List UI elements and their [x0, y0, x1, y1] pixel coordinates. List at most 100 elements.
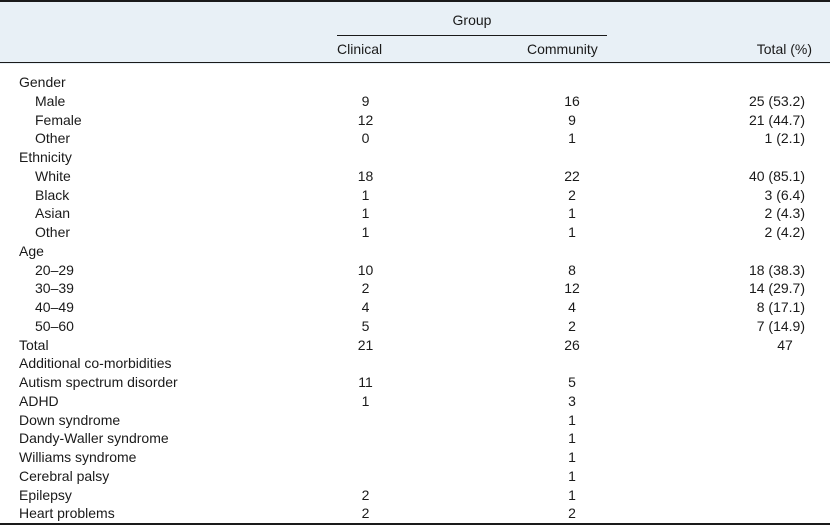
row-label: Williams syndrome: [19, 449, 137, 465]
table-row: Autism spectrum disorder 11 5: [0, 373, 830, 392]
group-divider: [337, 35, 607, 36]
total-cell: 2 (4.2): [764, 224, 805, 240]
table-row: Total 21 26 47: [0, 336, 830, 355]
row-label: Autism spectrum disorder: [19, 374, 178, 390]
community-cell: 22: [564, 167, 580, 184]
row-label: Age: [19, 242, 44, 259]
table-row: 50–60 5 2 7 (14.9): [0, 317, 830, 336]
clinical-cell: 1: [361, 205, 370, 222]
row-label: 50–60: [35, 317, 74, 334]
row-label: Total: [19, 336, 49, 353]
clinical-cell: 2: [361, 486, 370, 503]
table-row: Epilepsy 2 1: [0, 486, 830, 505]
total-cell: 18 (38.3): [748, 261, 805, 278]
row-label: Black: [35, 186, 70, 203]
clinical-cell: 4: [361, 299, 370, 315]
group-heading: Group: [452, 12, 492, 28]
community-cell: 2: [568, 317, 576, 334]
table-row: Ethnicity: [0, 148, 830, 167]
table-row: 40–49 4 4 8 (17.1): [0, 298, 830, 317]
community-cell: 2: [568, 186, 576, 203]
row-label: 40–49: [35, 299, 74, 315]
community-cell: 16: [564, 92, 580, 109]
table-row: Male 9 16 25 (53.2): [0, 92, 830, 111]
community-cell: 3: [568, 392, 576, 409]
row-label: Female: [35, 111, 82, 128]
table-row: Gender: [0, 73, 830, 92]
clinical-cell: 2: [361, 280, 370, 297]
clinical-cell: 11: [358, 374, 373, 390]
table-row: Other 1 1 2 (4.2): [0, 223, 830, 242]
community-cell: 1: [568, 430, 576, 447]
clinical-cell: 2: [361, 505, 370, 522]
table-row: Williams syndrome 1: [0, 448, 830, 467]
community-cell: 1: [568, 224, 576, 240]
total-column-header: Total (%): [756, 41, 812, 57]
clinical-cell: 9: [361, 92, 370, 109]
community-cell: 1: [568, 467, 576, 484]
total-cell: 47: [777, 336, 793, 353]
clinical-cell: 1: [361, 224, 370, 240]
row-label: Asian: [35, 205, 71, 222]
table-body: Gender Male 9 16 25 (53.2) Female 12 9 21 (44.7)…: [0, 73, 830, 523]
clinical-cell: 21: [357, 336, 374, 353]
table-row: Down syndrome 1: [0, 411, 830, 430]
row-label: Cerebral palsy: [19, 467, 110, 484]
row-label: Ethnicity: [19, 149, 72, 165]
total-cell: 7 (14.9): [756, 317, 805, 334]
clinical-cell: 5: [361, 317, 370, 334]
total-cell: 8 (17.1): [756, 299, 805, 315]
table-row: Cerebral palsy 1: [0, 467, 830, 486]
row-label: Down syndrome: [19, 411, 121, 428]
community-cell: 12: [564, 280, 580, 297]
total-cell: 14 (29.7): [748, 280, 805, 297]
community-cell: 9: [568, 111, 576, 128]
table-row: Black 1 2 3 (6.4): [0, 186, 830, 205]
community-cell: 5: [568, 374, 576, 390]
community-cell: 1: [568, 449, 576, 465]
clinical-column-header: Clinical: [337, 41, 383, 57]
total-cell: 21 (44.7): [748, 111, 805, 128]
total-cell: 2 (4.3): [764, 205, 805, 222]
row-label: 20–29: [35, 261, 74, 278]
row-label: 30–39: [35, 280, 74, 297]
clinical-cell: 18: [357, 167, 374, 184]
table-row: 30–39 2 12 14 (29.7): [0, 279, 830, 298]
clinical-cell: 12: [357, 111, 374, 128]
header-bottom-rule: [0, 62, 830, 63]
community-cell: 1: [568, 130, 576, 147]
row-label: Gender: [19, 74, 66, 90]
table-row: Age: [0, 242, 830, 261]
row-label: Dandy-Waller syndrome: [19, 430, 169, 447]
table-row: White 18 22 40 (85.1): [0, 167, 830, 186]
table-row: 20–29 10 8 18 (38.3): [0, 261, 830, 280]
row-label: ADHD: [19, 392, 59, 409]
clinical-cell: 0: [361, 130, 370, 147]
row-label: Epilepsy: [19, 486, 72, 503]
row-label: White: [35, 167, 71, 184]
community-cell: 1: [568, 486, 576, 503]
total-cell: 25 (53.2): [748, 92, 805, 109]
total-cell: 3 (6.4): [764, 186, 805, 203]
table-row: Additional co-morbidities: [0, 354, 830, 373]
table-row: Female 12 9 21 (44.7): [0, 111, 830, 130]
table-row: Heart problems 2 2: [0, 504, 830, 523]
community-column-header: Community: [527, 41, 598, 57]
clinical-cell: 10: [357, 261, 374, 278]
total-cell: 40 (85.1): [748, 167, 805, 184]
table-bottom-rule: [0, 523, 830, 525]
row-label: Heart problems: [19, 505, 115, 522]
community-cell: 8: [568, 261, 576, 278]
table-header: Group Clinical Community Total (%): [0, 0, 830, 64]
community-cell: 4: [568, 299, 576, 315]
row-label: Male: [35, 92, 66, 109]
row-label: Additional co-morbidities: [19, 355, 172, 372]
row-label: Other: [35, 224, 71, 240]
clinical-cell: 1: [361, 186, 370, 203]
community-cell: 26: [564, 336, 580, 353]
table-row: Asian 1 1 2 (4.3): [0, 204, 830, 223]
community-cell: 2: [568, 505, 576, 522]
community-cell: 1: [568, 205, 576, 222]
table-row: Dandy-Waller syndrome 1: [0, 429, 830, 448]
